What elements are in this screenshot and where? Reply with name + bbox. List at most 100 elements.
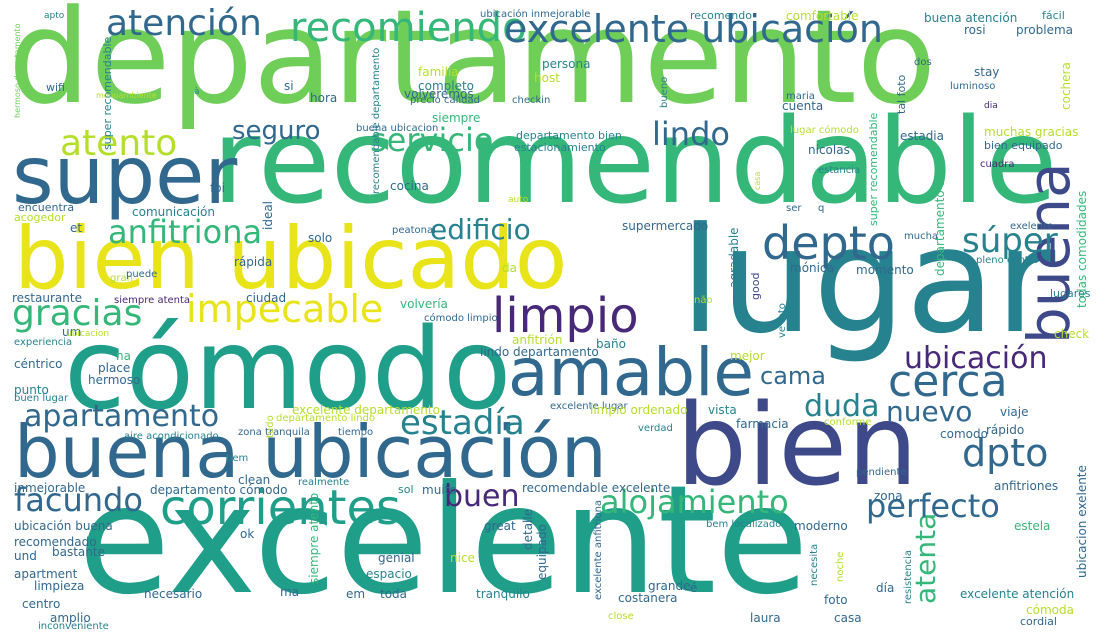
cloud-word: lugar cómodo [790, 125, 859, 136]
cloud-word: apartment [14, 567, 78, 581]
cloud-word: hora [310, 91, 338, 105]
cloud-word: ideal [261, 200, 275, 230]
cloud-word: lugar [680, 196, 1056, 366]
cloud-word: rosi [964, 23, 986, 37]
cloud-word: bueno [659, 76, 670, 108]
cloud-word: estadía [400, 403, 525, 443]
cloud-word: maria [786, 91, 815, 102]
cloud-word: recomendo [690, 9, 752, 22]
cloud-word: rápido [986, 423, 1025, 437]
cloud-word: precio calidad [410, 95, 480, 106]
cloud-word: servicio [370, 121, 494, 159]
cloud-word: limpio [492, 288, 639, 344]
cloud-word: dos [914, 57, 932, 68]
cloud-word: apartamento [24, 399, 220, 434]
cloud-word: alojamiento [600, 483, 789, 521]
cloud-word: anfitrión [512, 333, 563, 347]
cloud-word: nice [450, 551, 475, 565]
cloud-word: facundo [14, 481, 143, 519]
cloud-word: siempre atenta [114, 295, 191, 306]
cloud-word: amable [508, 334, 755, 411]
cloud-word: cordial [1020, 615, 1057, 628]
cloud-word: moderno [794, 519, 848, 533]
cloud-word: amplio [50, 611, 91, 625]
cloud-word: ciudad [246, 291, 287, 305]
cloud-word: persona [542, 57, 591, 71]
cloud-word: punto [14, 383, 49, 397]
cloud-word: buen lugar [14, 393, 69, 404]
cloud-word: encuentra [18, 201, 75, 214]
cloud-word: buen [444, 479, 520, 514]
cloud-word: inmejorable [14, 481, 86, 495]
cloud-word: volvería [400, 297, 448, 311]
cloud-word: foi [210, 181, 225, 195]
cloud-word: zona [874, 489, 903, 503]
cloud-word: estancia [818, 165, 861, 176]
cloud-word: um [62, 325, 82, 339]
cloud-word: cochera [1059, 62, 1073, 110]
cloud-word: cuenta [782, 99, 824, 113]
cloud-word: ubicación [904, 341, 1048, 376]
cloud-word: casa [753, 171, 762, 190]
cloud-word: dia [984, 101, 998, 111]
cloud-word: apto [44, 11, 65, 21]
cloud-word: realmente [298, 477, 350, 488]
cloud-word: departamento cómodo [150, 483, 288, 497]
cloud-word: check [1054, 327, 1090, 341]
cloud-word: à [194, 87, 200, 97]
cloud-word: estacionamiento [514, 141, 606, 154]
cloud-word: restaurante [12, 291, 82, 305]
cloud-word: muito [422, 483, 457, 497]
cloud-word: cocina [390, 179, 429, 193]
cloud-word: bien [676, 381, 919, 511]
cloud-word: bien ubicado [14, 209, 568, 309]
cloud-word: grande [648, 579, 691, 593]
cloud-word: bastante [52, 545, 105, 559]
cloud-word: wifi [46, 81, 65, 94]
cloud-word: detalle [521, 508, 535, 550]
cloud-word: excelente lugar [550, 401, 628, 412]
cloud-word: pendiente [856, 467, 907, 478]
cloud-word: cerca [888, 356, 1008, 407]
cloud-word: cama [760, 362, 826, 390]
cloud-word: limpieza [34, 579, 85, 593]
cloud-word: zona tranquila [238, 427, 310, 438]
cloud-word: vista [708, 403, 737, 417]
cloud-word: excelente departamento [292, 403, 440, 417]
cloud-word: solo [308, 231, 333, 245]
cloud-word: comodo [940, 427, 988, 441]
cloud-word: laura [750, 611, 781, 625]
cloud-word: ma [280, 585, 300, 599]
cloud-word: súper [962, 221, 1058, 261]
cloud-word: recomiendo [290, 5, 527, 51]
cloud-word: farmacia [736, 417, 789, 431]
cloud-word: atención [106, 3, 262, 44]
cloud-word: ve foto [777, 303, 788, 338]
cloud-word: estela [1014, 519, 1051, 533]
cloud-word: lindo [652, 115, 730, 153]
cloud-word: recomendable departamento [371, 47, 382, 194]
cloud-word: acogedor [14, 211, 66, 224]
cloud-word: hermoso departamento [13, 23, 22, 118]
cloud-word: é [690, 581, 698, 595]
cloud-word: momento [856, 263, 914, 277]
cloud-word: ubicación inmejorable [480, 9, 591, 20]
cloud-word: tudo [265, 415, 276, 438]
cloud-word: na [116, 349, 131, 363]
cloud-word: siempre [432, 111, 481, 125]
cloud-word: departamento bien [516, 129, 622, 142]
cloud-word: foto [824, 593, 848, 607]
cloud-word: et [70, 221, 83, 235]
cloud-word: recomendable excelente [522, 481, 671, 495]
cloud-word: muchas gracias [984, 125, 1079, 139]
cloud-word: equipado [535, 524, 549, 580]
cloud-word: cómoda [1026, 603, 1074, 617]
cloud-word: close [608, 611, 634, 622]
cloud-word: fácil [1042, 9, 1065, 22]
cloud-word: cómodo [64, 305, 512, 435]
cloud-word: buena atención [924, 11, 1018, 25]
cloud-word: céntrico [14, 357, 63, 371]
cloud-word: perfecto [866, 487, 1000, 525]
cloud-word: necesita [809, 543, 820, 586]
cloud-word: great [484, 519, 516, 533]
